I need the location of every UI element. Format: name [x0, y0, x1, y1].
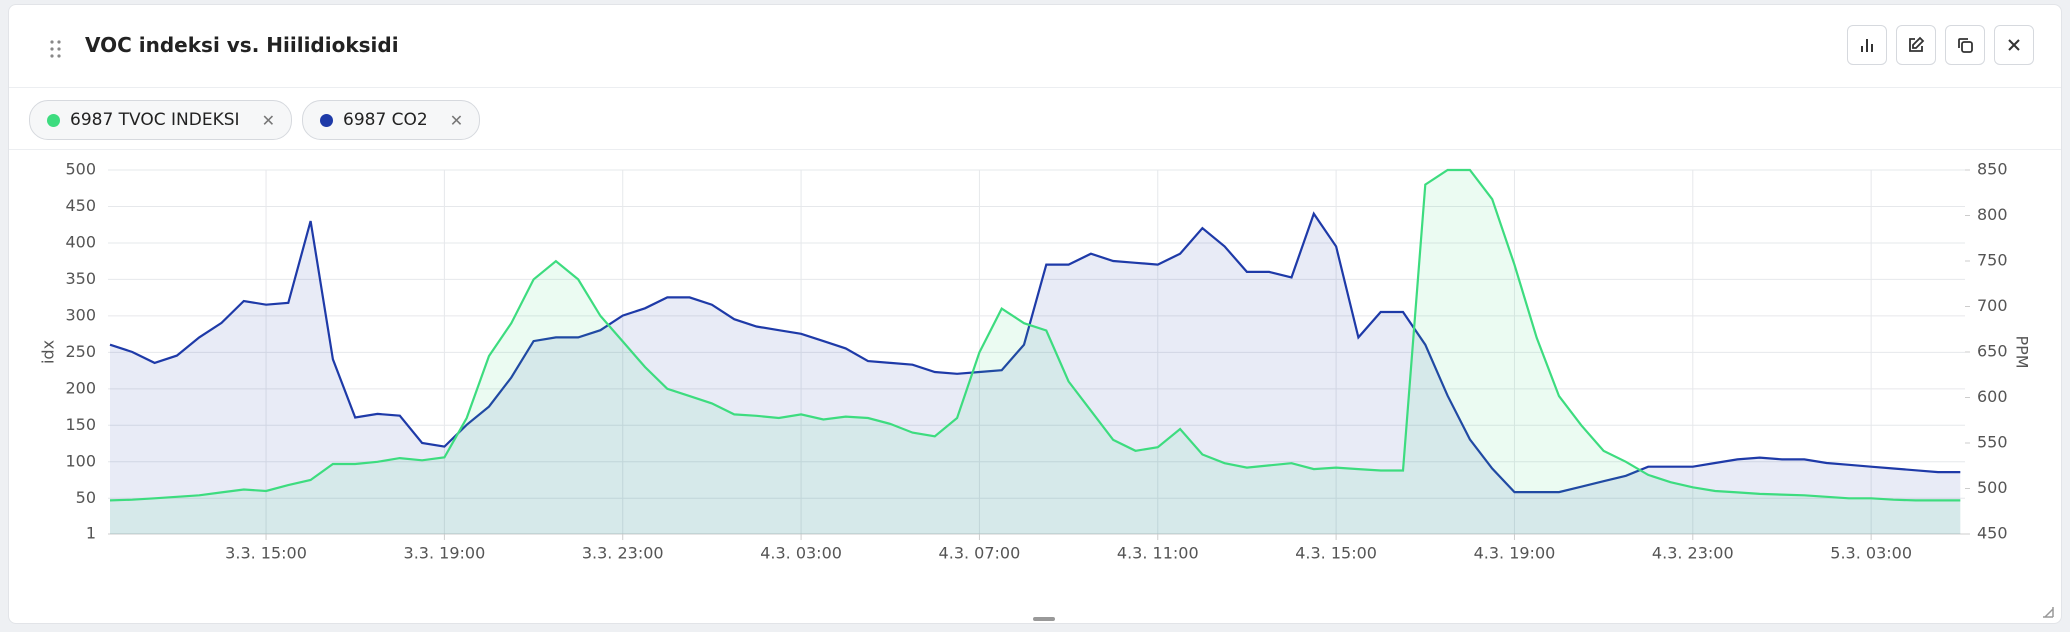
legend-chip[interactable]: 6987 TVOC INDEKSI ✕	[29, 100, 292, 140]
y-tick-label: 450	[65, 196, 96, 215]
y-tick-label: 400	[65, 232, 96, 251]
legend-label: 6987 TVOC INDEKSI	[70, 110, 240, 130]
chart: 1501001502002503003504004505004505005506…	[39, 160, 2054, 621]
y-axis-title: idx	[39, 340, 58, 364]
y2-tick-label: 500	[1977, 478, 2008, 497]
series-line	[109, 168, 1961, 502]
legend: 6987 TVOC INDEKSI ✕ 6987 CO2 ✕	[9, 88, 2061, 150]
series-line	[109, 211, 1961, 494]
edit-button[interactable]	[1896, 25, 1936, 65]
y2-tick-label: 550	[1977, 433, 2008, 452]
y2-tick-label: 750	[1977, 251, 2008, 270]
y2-tick-label: 800	[1977, 205, 2008, 224]
y-tick-label: 350	[65, 269, 96, 288]
y2-tick-label: 650	[1977, 342, 2008, 361]
drag-handle[interactable]	[49, 39, 63, 59]
legend-swatch	[47, 113, 60, 127]
y-tick-label: 100	[65, 451, 96, 470]
remove-series[interactable]: ✕	[449, 110, 464, 130]
close-button[interactable]	[1994, 25, 2034, 65]
widget-title: VOC indeksi vs. Hiilidioksidi	[85, 33, 399, 57]
y2-tick-label: 850	[1977, 160, 2008, 179]
widget-header: VOC indeksi vs. Hiilidioksidi	[9, 5, 2061, 88]
y-tick-label: 200	[65, 378, 96, 397]
x-tick-label: 3.3. 19:00	[404, 544, 486, 563]
y-tick-label: 150	[65, 415, 96, 434]
resize-corner[interactable]	[2043, 607, 2054, 618]
widget-card: VOC indeksi vs. Hiilidioksidi 6987 TVOC …	[8, 4, 2062, 624]
legend-swatch	[320, 113, 333, 127]
x-tick-label: 4.3. 07:00	[939, 544, 1021, 563]
y-tick-label: 250	[65, 342, 96, 361]
y-tick-label: 500	[65, 160, 96, 179]
x-tick-label: 4.3. 23:00	[1652, 544, 1734, 563]
y2-tick-label: 700	[1977, 296, 2008, 315]
legend-chip[interactable]: 6987 CO2 ✕	[302, 100, 481, 140]
y2-axis-title: PPM	[2013, 335, 2032, 368]
x-tick-label: 4.3. 15:00	[1295, 544, 1377, 563]
area-fill	[110, 170, 1961, 534]
y2-tick-label: 600	[1977, 387, 2008, 406]
duplicate-button[interactable]	[1945, 25, 1985, 65]
y2-tick-label: 450	[1977, 524, 2008, 543]
y-tick-label: 1	[86, 524, 96, 543]
remove-series[interactable]: ✕	[261, 110, 275, 130]
resize-handle[interactable]	[1033, 617, 1055, 621]
x-tick-label: 3.3. 15:00	[225, 544, 307, 563]
x-tick-label: 3.3. 23:00	[582, 544, 664, 563]
y-tick-label: 50	[76, 488, 96, 507]
y-tick-label: 300	[65, 305, 96, 324]
x-tick-label: 5.3. 03:00	[1830, 544, 1912, 563]
chart-type-button[interactable]	[1847, 25, 1887, 65]
x-tick-label: 4.3. 19:00	[1474, 544, 1556, 563]
legend-label: 6987 CO2	[343, 110, 428, 130]
x-tick-label: 4.3. 11:00	[1117, 544, 1199, 563]
x-tick-label: 4.3. 03:00	[760, 544, 842, 563]
area-fill	[110, 213, 1961, 534]
